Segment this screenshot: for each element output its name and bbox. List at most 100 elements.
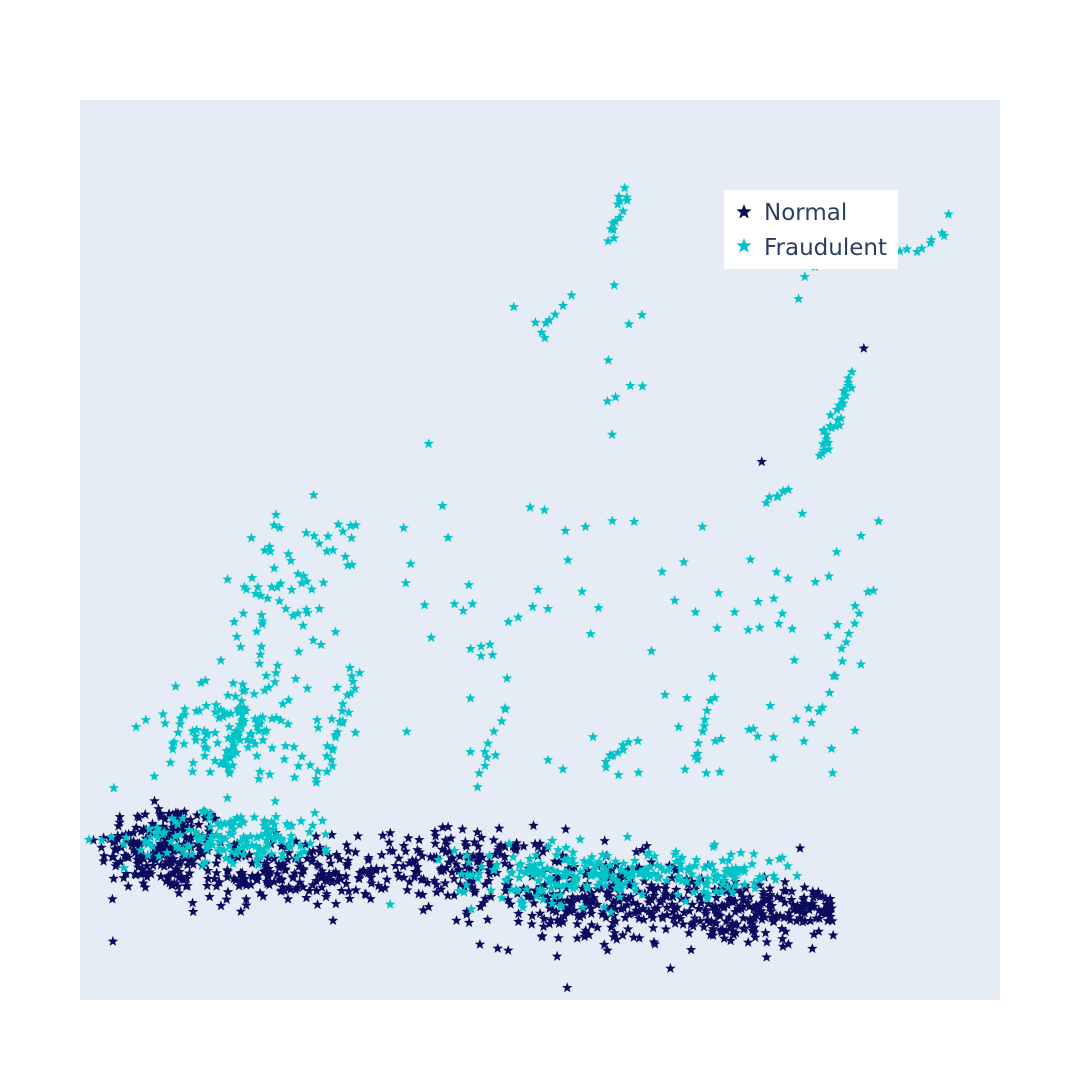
point-fraudulent xyxy=(837,655,848,666)
point-fraudulent xyxy=(224,840,235,851)
point-fraudulent xyxy=(289,771,300,782)
point-fraudulent xyxy=(868,585,879,596)
point-fraudulent xyxy=(260,828,271,839)
point-normal xyxy=(258,866,269,876)
point-fraudulent xyxy=(508,301,519,312)
point-fraudulent xyxy=(337,698,348,709)
point-fraudulent xyxy=(231,631,243,642)
point-normal xyxy=(807,898,818,909)
point-fraudulent xyxy=(567,853,578,864)
point-fraudulent xyxy=(555,889,566,900)
point-normal xyxy=(742,897,754,907)
point-fraudulent xyxy=(259,544,270,555)
point-normal xyxy=(761,951,772,962)
point-normal xyxy=(163,856,174,867)
point-normal xyxy=(235,846,247,857)
point-normal xyxy=(820,893,831,904)
point-fraudulent xyxy=(186,849,197,859)
point-fraudulent xyxy=(252,721,263,732)
point-normal xyxy=(563,863,574,873)
point-normal xyxy=(379,882,391,893)
point-normal xyxy=(155,809,166,820)
point-fraudulent xyxy=(556,900,567,911)
point-fraudulent xyxy=(233,707,245,717)
point-fraudulent xyxy=(623,318,635,329)
point-fraudulent xyxy=(239,581,250,592)
point-normal xyxy=(449,889,460,900)
point-normal xyxy=(366,877,377,888)
point-normal xyxy=(268,876,280,887)
point-normal xyxy=(185,831,196,842)
point-fraudulent xyxy=(326,713,337,724)
point-fraudulent xyxy=(773,618,785,629)
point-fraudulent xyxy=(225,820,237,831)
point-normal xyxy=(502,894,514,905)
point-normal xyxy=(484,868,495,879)
point-normal xyxy=(302,853,313,864)
point-normal xyxy=(562,982,573,993)
point-fraudulent xyxy=(559,854,570,865)
point-fraudulent xyxy=(753,874,765,885)
point-fraudulent xyxy=(296,577,307,588)
point-fraudulent xyxy=(229,731,240,742)
point-fraudulent xyxy=(227,759,238,770)
point-fraudulent xyxy=(275,715,287,725)
point-normal xyxy=(188,858,199,869)
point-fraudulent xyxy=(648,868,659,879)
point-fraudulent xyxy=(172,818,183,829)
legend[interactable]: Normal Fraudulent xyxy=(724,190,898,269)
point-fraudulent xyxy=(178,738,190,749)
point-fraudulent xyxy=(782,573,794,583)
point-fraudulent xyxy=(600,868,611,879)
point-normal xyxy=(123,852,134,862)
point-fraudulent xyxy=(581,880,593,891)
point-fraudulent xyxy=(194,705,205,716)
point-normal xyxy=(276,860,288,871)
point-normal xyxy=(437,821,448,832)
point-normal xyxy=(88,834,99,845)
point-normal xyxy=(364,866,376,877)
point-fraudulent xyxy=(201,839,212,850)
point-fraudulent xyxy=(735,847,747,858)
point-normal xyxy=(202,873,214,884)
point-normal xyxy=(133,812,145,823)
point-fraudulent xyxy=(286,830,297,841)
point-fraudulent xyxy=(594,856,605,867)
point-normal xyxy=(710,906,722,917)
point-normal xyxy=(179,806,190,817)
point-fraudulent xyxy=(835,412,847,423)
point-fraudulent xyxy=(218,706,229,717)
point-fraudulent xyxy=(547,898,558,909)
point-normal xyxy=(252,870,264,880)
point-fraudulent xyxy=(524,860,535,871)
point-fraudulent xyxy=(916,243,927,254)
point-fraudulent xyxy=(143,838,154,849)
point-fraudulent xyxy=(777,608,788,618)
point-fraudulent xyxy=(269,795,281,806)
point-fraudulent xyxy=(749,882,761,893)
point-normal xyxy=(435,883,447,894)
point-fraudulent xyxy=(229,616,240,627)
point-fraudulent xyxy=(833,399,845,410)
point-fraudulent xyxy=(838,397,849,408)
point-normal xyxy=(723,894,734,905)
point-normal xyxy=(592,899,603,910)
point-fraudulent xyxy=(276,834,287,844)
point-fraudulent xyxy=(322,530,334,541)
point-fraudulent xyxy=(96,834,107,845)
point-fraudulent xyxy=(306,583,317,594)
point-normal xyxy=(639,875,650,886)
point-fraudulent xyxy=(491,859,502,870)
point-normal xyxy=(398,872,410,882)
point-fraudulent xyxy=(499,702,511,713)
point-normal xyxy=(763,894,775,904)
point-fraudulent xyxy=(474,767,485,778)
point-normal xyxy=(409,871,420,882)
point-normal xyxy=(586,919,597,930)
point-fraudulent xyxy=(549,309,561,319)
point-normal xyxy=(764,882,776,893)
point-fraudulent xyxy=(664,862,676,873)
point-fraudulent xyxy=(426,632,437,643)
point-fraudulent xyxy=(234,734,246,745)
point-normal xyxy=(666,872,678,883)
